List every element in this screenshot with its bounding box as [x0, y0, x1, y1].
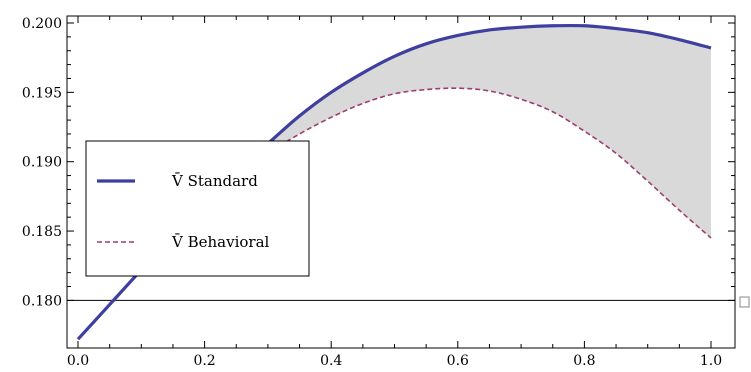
y-tick-label: 0.190	[22, 155, 62, 171]
legend-label-behavioral: V̄ Behavioral	[171, 233, 270, 251]
x-tick-label: 1.0	[700, 353, 722, 369]
y-tick-label: 0.200	[22, 16, 62, 32]
plot-frame	[66, 15, 736, 349]
x-tick-label: 0.2	[193, 353, 215, 369]
x-tick-label: 0.0	[67, 353, 89, 369]
y-tick-label: 0.185	[22, 224, 62, 240]
axis-layer: 0.0 0.2 0.4 0.6 0.8 1.0 0.180 0.185 0.190 0.195 0.…	[22, 15, 736, 369]
x-tick-label: 0.6	[447, 353, 469, 369]
x-tick-label: 0.4	[320, 353, 342, 369]
x-tick-label: 0.8	[573, 353, 595, 369]
y-tick-label: 0.195	[22, 85, 62, 101]
legend-box	[85, 140, 310, 277]
edge-marker	[739, 296, 750, 308]
shaded-region	[78, 25, 711, 340]
legend-label-standard: V̄ Standard	[171, 172, 258, 190]
y-tick-label: 0.180	[22, 293, 62, 309]
legend: V̄ Standard V̄ Behavioral	[85, 140, 310, 277]
